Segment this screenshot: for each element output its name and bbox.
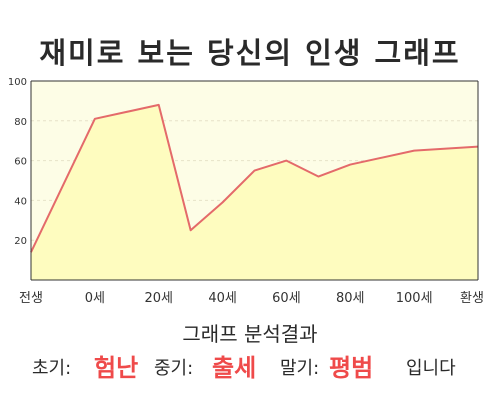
result-suffix: 입니다 [406,358,456,379]
early-label: 초기: [32,358,72,379]
x-tick-label: 환생 [460,291,484,306]
early-value: 험난 [94,354,139,382]
x-tick-label: 100세 [396,291,433,306]
middle-value: 출세 [212,354,257,382]
x-tick-label: 0세 [85,291,105,306]
y-tick-label: 100 [8,77,27,88]
analysis-heading: 그래프 분석결과 [182,322,318,346]
series-line [30,103,479,253]
late-value: 평범 [329,354,374,382]
y-tick-labels: 20 40 60 80 100 [8,77,27,247]
page-title: 재미로 보는 당신의 인생 그래프 [39,36,461,70]
middle-label: 중기: [154,358,194,379]
y-tick-label: 40 [14,196,27,207]
x-tick-label: 전생 [19,291,43,306]
y-tick-label: 80 [14,117,27,128]
axes [30,80,479,281]
y-tick-label: 20 [14,236,27,247]
analysis-result: 초기: 험난 중기: 출세 말기: 평범 입니다 [0,344,500,384]
x-tick-label: 60세 [272,291,301,306]
y-tick-label: 60 [14,157,27,168]
x-tick-label: 80세 [336,291,365,306]
area-fill [31,104,478,280]
x-tick-label: 40세 [208,291,237,306]
x-tick-label: 20세 [144,291,173,306]
late-label: 말기: [280,358,320,379]
x-tick-labels: 전생 0세 20세 40세 60세 80세 100세 환생 [19,291,484,306]
